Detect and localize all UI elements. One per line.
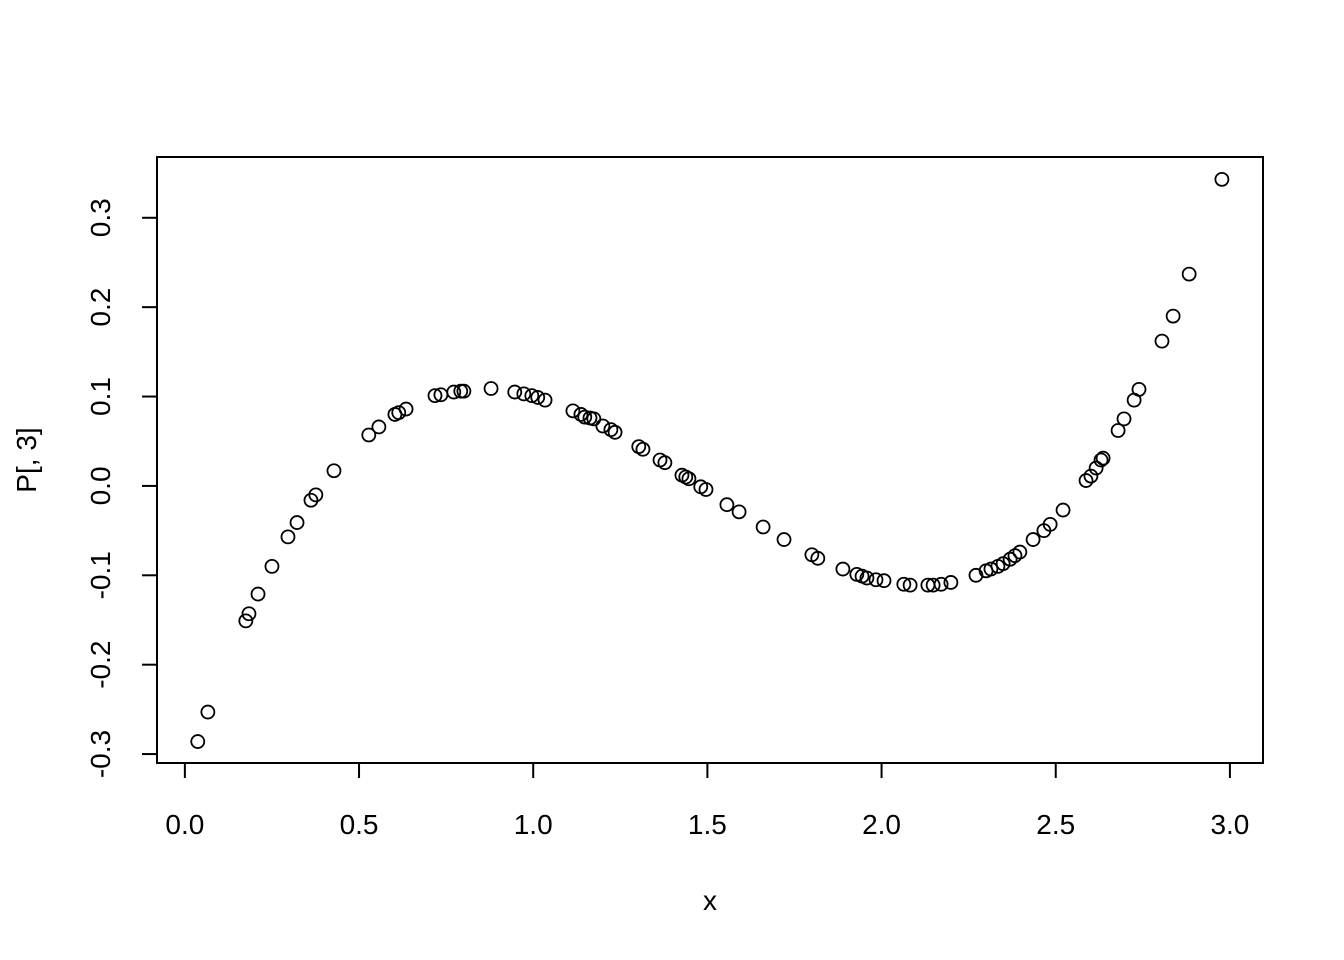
point [1110, 423, 1126, 438]
point [731, 504, 747, 520]
point [250, 586, 266, 602]
y-tick-label: -0.3 [85, 730, 116, 778]
point [1042, 516, 1058, 532]
point [1165, 308, 1181, 324]
point [326, 463, 342, 479]
x-tick-label: 2.5 [1036, 809, 1075, 840]
x-tick-label: 0.5 [340, 809, 379, 840]
point [573, 407, 589, 422]
point [896, 576, 912, 592]
point [635, 441, 651, 457]
point [933, 576, 949, 592]
y-tick-label: -0.2 [85, 641, 116, 689]
point [289, 515, 305, 530]
point [398, 401, 414, 417]
point [925, 577, 941, 593]
point [983, 561, 999, 577]
point [835, 561, 851, 577]
point [943, 575, 959, 590]
point [1025, 532, 1041, 547]
point [657, 455, 673, 471]
y-tick-label: 0.2 [85, 288, 116, 327]
point [361, 427, 377, 443]
point [1078, 473, 1094, 488]
point [719, 497, 735, 513]
y-axis-label: P[, 3] [11, 427, 42, 492]
point [427, 388, 443, 404]
point [698, 482, 714, 497]
x-tick-label: 1.5 [688, 809, 727, 840]
point [586, 411, 602, 427]
point [810, 550, 826, 566]
point [755, 519, 771, 535]
point [241, 606, 257, 622]
point [371, 419, 387, 435]
plot-frame [156, 156, 1264, 764]
point [507, 384, 523, 400]
point [1116, 411, 1132, 427]
point [1154, 333, 1170, 349]
x-tick-label: 0.0 [165, 809, 204, 840]
point [1181, 266, 1197, 282]
point [1131, 381, 1147, 397]
y-tick-label: 0.1 [85, 377, 116, 416]
point [530, 390, 546, 405]
point [303, 492, 319, 508]
point [565, 403, 581, 419]
point [1093, 452, 1109, 468]
point [1012, 544, 1028, 560]
point [238, 613, 254, 629]
y-tick-label: 0.3 [85, 198, 116, 237]
point [308, 487, 324, 503]
point [264, 558, 280, 574]
point [876, 573, 892, 589]
x-tick-label: 1.0 [514, 809, 553, 840]
point [868, 572, 884, 588]
point [537, 392, 553, 408]
point [516, 386, 532, 402]
point [902, 577, 918, 593]
point [391, 405, 407, 421]
y-tick-label: -0.1 [85, 551, 116, 599]
point [280, 529, 296, 545]
point [577, 409, 593, 425]
point [681, 471, 697, 487]
point [524, 388, 540, 404]
point [446, 384, 462, 400]
x-tick-label: 2.0 [862, 809, 901, 840]
point [1088, 460, 1104, 476]
point [1095, 450, 1111, 466]
point [595, 418, 611, 434]
point [1083, 468, 1099, 484]
point [190, 734, 206, 749]
point [1055, 502, 1071, 518]
point [607, 424, 623, 440]
point [456, 383, 472, 399]
point [483, 381, 499, 396]
x-axis-label: x [703, 885, 717, 916]
point [1214, 171, 1230, 187]
y-tick-label: 0.0 [85, 466, 116, 505]
x-tick-label: 3.0 [1210, 809, 1249, 840]
point [200, 704, 216, 720]
point [776, 532, 792, 547]
point [859, 570, 875, 586]
